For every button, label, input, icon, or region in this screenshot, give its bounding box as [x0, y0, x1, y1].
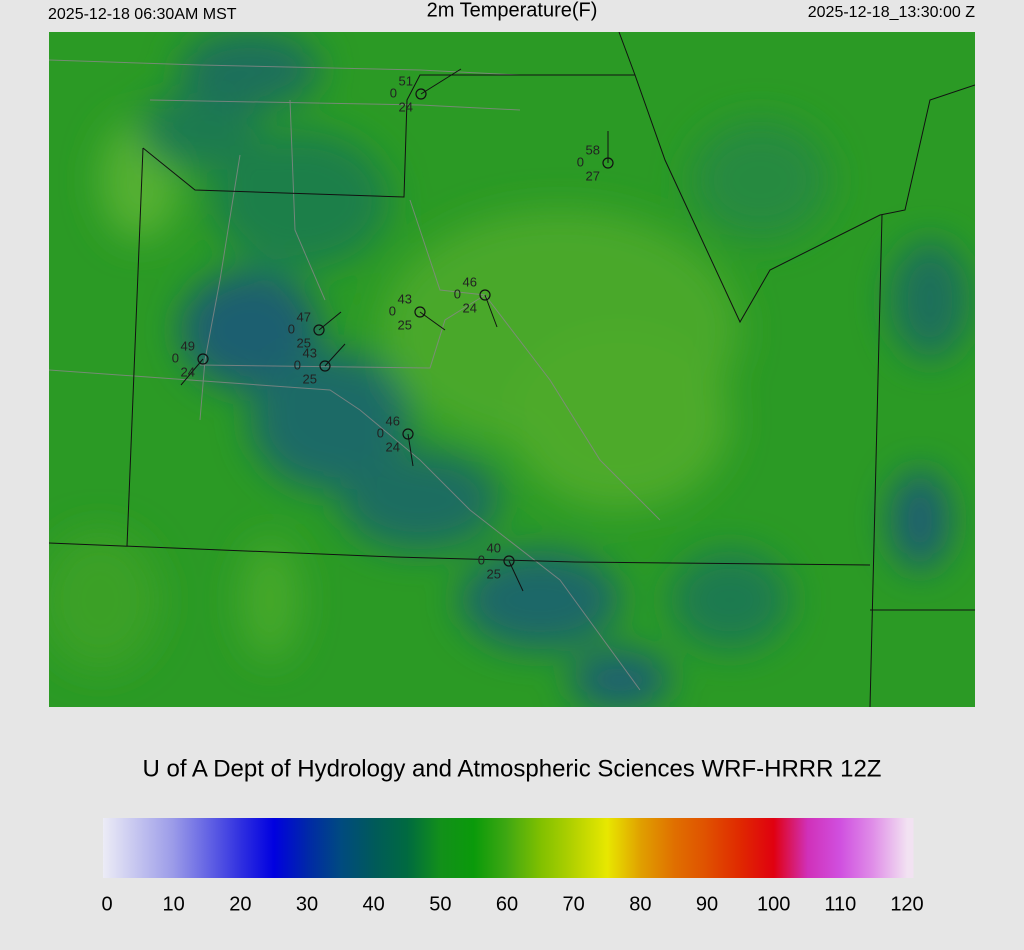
colorbar-tick-label: 10	[163, 893, 185, 915]
station-dewpoint: 24	[463, 300, 477, 315]
station-dewpoint: 24	[386, 439, 400, 454]
credit: U of A Dept of Hydrology and Atmospheric…	[143, 755, 882, 782]
station-dewpoint: 25	[303, 371, 317, 386]
colorbar-tick-label: 20	[229, 893, 251, 915]
station-temperature: 40	[487, 540, 501, 555]
colorbar-segment	[573, 818, 608, 878]
station-temperature: 43	[398, 291, 412, 306]
station-circle	[602, 157, 614, 169]
temperature-field	[49, 32, 970, 707]
colorbar-segment	[673, 818, 708, 878]
colorbar-tick-label: 120	[890, 893, 923, 915]
station-wind: 0	[389, 303, 396, 318]
colorbar-segment	[173, 818, 241, 878]
colorbar-segment	[773, 818, 808, 878]
colorbar-segment	[240, 818, 275, 878]
station-wind: 0	[288, 321, 295, 336]
station-wind: 0	[454, 286, 461, 301]
colorbar-segment	[473, 818, 508, 878]
station-circle	[479, 289, 491, 301]
colorbar-tick-label: 70	[563, 893, 585, 915]
station-temperature: 46	[463, 274, 477, 289]
colorbar-tick-label: 0	[101, 893, 112, 915]
colorbar-tick-label: 60	[496, 893, 518, 915]
colorbar-segment	[307, 818, 341, 878]
colorbar-segment	[407, 818, 441, 878]
colorbar-tick-label: 30	[296, 893, 318, 915]
colorbar-tick-label: 80	[629, 893, 651, 915]
colorbar-segment	[907, 818, 914, 878]
colorbar-segment	[507, 818, 541, 878]
colorbar-segment	[540, 818, 575, 878]
station-circle	[313, 324, 325, 336]
colorbar-tick-label: 40	[363, 893, 385, 915]
wind-barb	[180, 358, 204, 386]
station-circle	[503, 555, 515, 567]
station-dewpoint: 25	[398, 317, 412, 332]
station-wind: 0	[377, 425, 384, 440]
colorbar-segment	[840, 818, 875, 878]
colorbar-tick-label: 50	[429, 893, 451, 915]
wind-barb	[484, 294, 498, 328]
map-area	[49, 32, 975, 707]
station-dewpoint: 25	[487, 566, 501, 581]
colorbar-segment	[440, 818, 475, 878]
valid-utc-time: 2025-12-18_13:30:00 Z	[808, 4, 975, 21]
colorbar-segment	[340, 818, 375, 878]
colorbar-segment	[807, 818, 841, 878]
station-temperature: 46	[386, 413, 400, 428]
station-temperature: 43	[303, 345, 317, 360]
colorbar-tick-label: 90	[696, 893, 718, 915]
roads	[49, 59, 661, 691]
station-wind: 0	[577, 154, 584, 169]
station-wind: 0	[390, 85, 397, 100]
colorbar-tick-label: 100	[757, 893, 790, 915]
station-temperature: 51	[399, 73, 413, 88]
station-circle	[414, 306, 426, 318]
station-dewpoint: 27	[586, 168, 600, 183]
map-title: 2m Temperature(F)	[427, 0, 598, 21]
station-wind: 0	[294, 357, 301, 372]
station-dewpoint: 24	[181, 364, 195, 379]
station-wind: 0	[478, 552, 485, 567]
colorbar-segment	[640, 818, 675, 878]
colorbar-segment	[103, 818, 175, 878]
station-circle	[319, 360, 331, 372]
colorbar-segment	[873, 818, 908, 878]
station-circle	[402, 428, 414, 440]
station-temperature: 58	[586, 142, 600, 157]
station-dewpoint: 24	[399, 99, 413, 114]
colorbar-segment	[273, 818, 308, 878]
station-circle	[197, 353, 209, 365]
valid-local-time: 2025-12-18 06:30AM MST	[48, 6, 237, 23]
colorbar-segment	[707, 818, 741, 878]
colorbar-segment	[607, 818, 641, 878]
station-temperature: 47	[297, 309, 311, 324]
wind-barb	[420, 68, 462, 95]
county-boundaries	[49, 32, 975, 707]
station-dewpoint: 25	[297, 335, 311, 350]
colorbar-segment	[740, 818, 775, 878]
station-temperature: 49	[181, 338, 195, 353]
station-circle	[415, 88, 427, 100]
station-wind: 0	[172, 350, 179, 365]
colorbar-segment	[373, 818, 408, 878]
colorbar-tick-label: 110	[824, 893, 856, 915]
